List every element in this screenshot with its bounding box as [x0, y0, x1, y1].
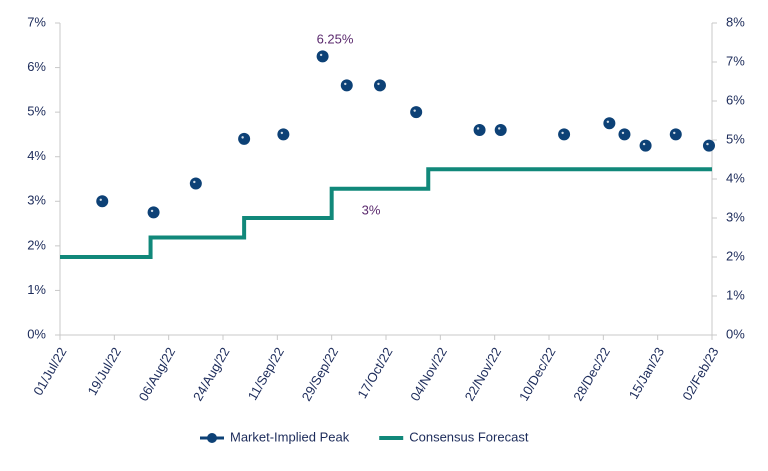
step-line	[60, 167, 712, 259]
y2-tick-label: 7%	[726, 53, 745, 68]
x-tick-label: 29/Sep/22	[299, 345, 342, 404]
marker	[277, 128, 290, 141]
marker	[373, 79, 386, 92]
y-tick-label: 4%	[27, 148, 46, 163]
marker	[473, 123, 486, 136]
marker-highlight	[241, 136, 244, 139]
legend-label: Market-Implied Peak	[230, 429, 350, 444]
marker	[702, 139, 715, 152]
marker-highlight	[642, 142, 646, 146]
y2-tick-label: 8%	[726, 14, 745, 29]
x-tick-label: 06/Aug/22	[136, 345, 179, 404]
y-tick-label: 2%	[27, 237, 46, 252]
marker-highlight	[476, 127, 480, 130]
legend-swatch	[207, 433, 217, 443]
x-tick-label: 24/Aug/22	[190, 345, 233, 404]
marker	[238, 132, 251, 145]
x-tick-label: 10/Dec/22	[516, 345, 559, 404]
marker-highlight	[413, 109, 416, 112]
x-tick-label: 28/Dec/22	[570, 345, 613, 404]
marker	[603, 117, 616, 130]
marker	[410, 106, 423, 119]
marker-highlight	[280, 131, 284, 135]
annotation: 6.25%	[317, 31, 354, 46]
marker	[669, 128, 682, 141]
marker-highlight	[99, 198, 102, 201]
y2-tick-label: 0%	[726, 326, 745, 341]
y-tick-label: 7%	[27, 14, 46, 29]
marker-highlight	[498, 127, 501, 130]
y2-tick-label: 5%	[726, 131, 745, 146]
y2-tick-label: 6%	[726, 92, 745, 107]
marker	[340, 79, 353, 92]
marker-highlight	[193, 180, 196, 184]
y2-tick-label: 3%	[726, 209, 745, 224]
x-tick-label: 11/Sep/22	[245, 345, 287, 403]
marker	[558, 128, 571, 141]
marker-highlight	[377, 82, 380, 86]
marker-highlight	[621, 131, 625, 135]
annotation: 3%	[362, 202, 381, 217]
marker-highlight	[673, 131, 676, 135]
y-tick-label: 5%	[27, 104, 46, 119]
marker-highlight	[150, 209, 154, 213]
x-tick-label: 17/Oct/22	[354, 345, 395, 401]
marker	[96, 195, 109, 208]
x-tick-label: 01/Jul/22	[30, 345, 69, 398]
marker-highlight	[561, 131, 564, 135]
marker	[618, 128, 631, 141]
marker	[316, 50, 329, 63]
y-tick-label: 3%	[27, 193, 46, 208]
x-tick-label: 15/Jan/23	[626, 345, 668, 402]
legend-label: Consensus Forecast	[409, 429, 529, 444]
marker	[189, 177, 202, 190]
x-tick-label: 22/Nov/22	[462, 345, 505, 404]
y-tick-label: 1%	[27, 282, 46, 297]
y-tick-label: 6%	[27, 59, 46, 74]
x-tick-label: 04/Nov/22	[407, 345, 450, 404]
y-tick-label: 0%	[27, 326, 46, 341]
marker	[147, 206, 160, 219]
y2-tick-label: 2%	[726, 248, 745, 263]
x-tick-label: 19/Jul/22	[85, 345, 124, 398]
marker	[494, 123, 507, 136]
y2-tick-label: 1%	[726, 287, 745, 302]
marker-highlight	[706, 142, 709, 146]
marker-highlight	[344, 82, 347, 86]
x-tick-label: 02/Feb/23	[679, 345, 721, 403]
marker-highlight	[319, 53, 323, 57]
y2-tick-label: 4%	[726, 170, 745, 185]
marker	[639, 139, 652, 152]
marker-highlight	[606, 120, 610, 123]
